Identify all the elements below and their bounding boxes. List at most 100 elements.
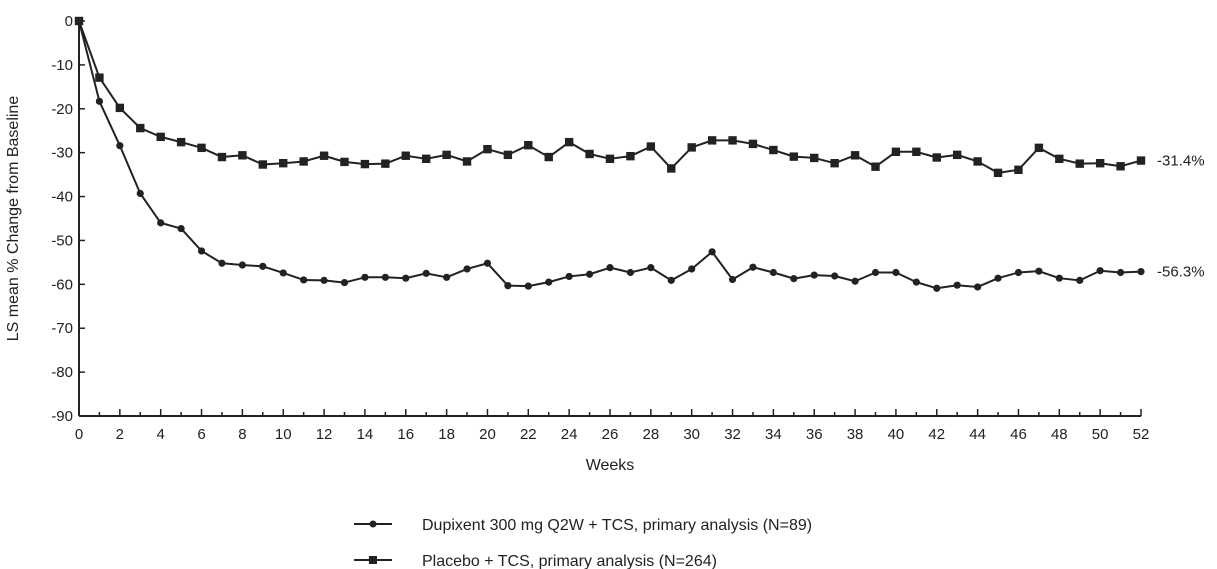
data-point: [1137, 268, 1145, 276]
x-tick-label: 22: [520, 426, 537, 443]
data-point: [769, 268, 777, 277]
chart-axes: [78, 19, 1141, 417]
data-point: [483, 144, 492, 154]
data-point: [830, 159, 839, 168]
data-point: [443, 273, 451, 281]
x-tick-label: 30: [683, 426, 700, 443]
data-point: [340, 157, 349, 167]
x-tick-label: 50: [1092, 426, 1109, 443]
data-point: [462, 157, 472, 166]
data-point: [545, 278, 553, 286]
chart-ticks: 0 2 4 6 8 10 12 14 16 18 20 22 24 26 28 30 32 34 36 38 40 42 4…: [51, 13, 1149, 443]
data-point: [320, 276, 328, 284]
chart-legend: Dupixent 300 mg Q2W + TCS, primary analy…: [354, 517, 812, 569]
data-point: [1035, 267, 1043, 275]
data-point: [361, 273, 369, 281]
data-point: [136, 189, 144, 198]
data-point: [810, 153, 819, 163]
data-point: [891, 147, 901, 156]
y-tick-label: -90: [51, 408, 73, 425]
x-tick-label: 0: [75, 426, 83, 443]
data-point: [974, 283, 982, 291]
data-point: [381, 273, 389, 281]
data-point: [810, 271, 818, 279]
y-tick-label: -30: [51, 145, 73, 162]
legend-marker-square: [369, 556, 377, 564]
data-point: [483, 259, 492, 267]
x-tick-label: 48: [1051, 426, 1068, 443]
legend-label-dupixent: Dupixent 300 mg Q2W + TCS, primary analy…: [422, 517, 812, 534]
data-point: [1075, 159, 1084, 168]
legend-item-placebo: Placebo + TCS, primary analysis (N=264): [354, 553, 717, 569]
data-point: [319, 151, 329, 160]
y-tick-label: -40: [51, 189, 73, 206]
data-point: [74, 16, 84, 26]
y-axis-title: LS mean % Change from Baseline: [5, 96, 22, 342]
legend-label-placebo: Placebo + TCS, primary analysis (N=264): [422, 553, 717, 569]
data-point: [176, 137, 186, 147]
data-point: [300, 276, 308, 284]
y-tick-label: -20: [51, 101, 73, 118]
data-point: [1034, 143, 1044, 153]
y-tick-label: 0: [65, 13, 73, 30]
data-point: [831, 272, 839, 280]
x-tick-label: 26: [602, 426, 619, 443]
data-point: [238, 261, 246, 269]
data-point: [850, 151, 860, 160]
data-point: [687, 143, 696, 152]
legend-marker-circle: [369, 520, 377, 528]
data-point: [259, 262, 267, 270]
data-point: [585, 270, 594, 278]
data-point: [564, 137, 574, 147]
x-tick-label: 36: [806, 426, 823, 443]
x-tick-label: 34: [765, 426, 782, 443]
data-point: [952, 150, 962, 160]
data-point: [728, 275, 737, 284]
data-point: [157, 219, 165, 227]
data-point: [667, 276, 675, 284]
data-point: [667, 164, 676, 173]
x-tick-label: 38: [847, 426, 864, 443]
data-point: [1014, 165, 1023, 174]
data-point: [197, 143, 206, 153]
x-tick-label: 52: [1133, 426, 1150, 443]
x-tick-label: 32: [724, 426, 741, 443]
legend-item-dupixent: Dupixent 300 mg Q2W + TCS, primary analy…: [354, 517, 812, 534]
data-point: [605, 154, 615, 164]
data-point: [504, 282, 512, 290]
data-point: [973, 157, 982, 166]
data-point: [340, 278, 349, 287]
y-tick-label: -70: [51, 320, 73, 337]
data-point: [1014, 268, 1023, 277]
data-point: [503, 150, 513, 160]
data-point: [402, 274, 410, 282]
x-tick-label: 44: [969, 426, 986, 443]
data-point: [585, 149, 594, 159]
x-tick-label: 14: [357, 426, 374, 443]
data-point: [279, 269, 287, 277]
series-placebo: -31.4%: [74, 16, 1205, 178]
data-point: [258, 160, 268, 169]
data-point: [606, 264, 614, 272]
data-point: [279, 159, 288, 168]
data-point: [749, 263, 757, 271]
x-tick-label: 18: [438, 426, 455, 443]
data-point: [994, 274, 1002, 282]
data-point: [688, 265, 696, 273]
data-point: [871, 162, 880, 171]
data-point: [218, 259, 226, 267]
data-point: [993, 168, 1003, 178]
x-axis-title: Weeks: [586, 457, 635, 474]
data-point: [626, 151, 635, 161]
y-tick-label: -80: [51, 364, 73, 381]
x-tick-label: 16: [397, 426, 414, 443]
data-point: [912, 278, 920, 286]
data-point: [789, 152, 799, 161]
data-point: [95, 73, 104, 82]
y-tick-label: -50: [51, 232, 73, 249]
y-tick-label: -10: [51, 57, 73, 74]
data-point: [912, 147, 921, 156]
x-tick-label: 6: [197, 426, 205, 443]
x-tick-label: 42: [928, 426, 945, 443]
